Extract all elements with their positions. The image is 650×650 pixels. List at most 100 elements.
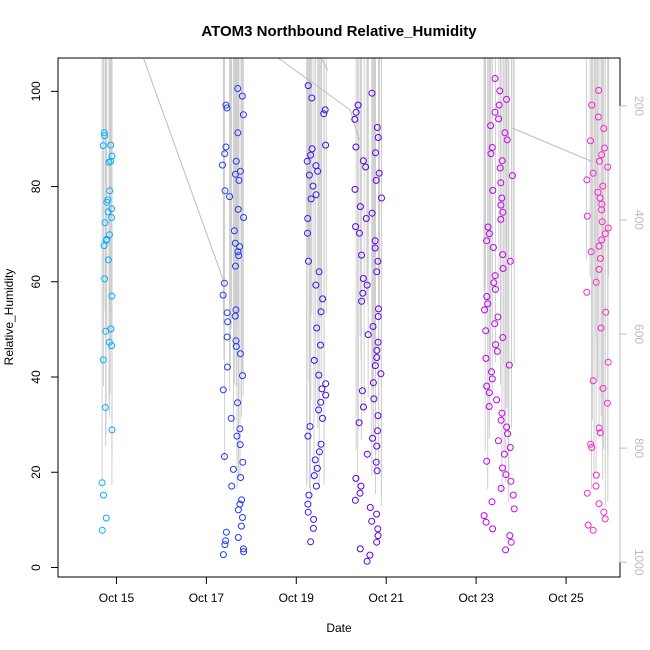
- data-point: [311, 456, 319, 464]
- data-point: [485, 389, 493, 397]
- data-point: [310, 515, 318, 523]
- data-point: [234, 129, 242, 137]
- data-point: [370, 395, 378, 403]
- data-point: [487, 122, 495, 130]
- data-point: [495, 115, 503, 123]
- data-point: [373, 268, 381, 276]
- data-point: [493, 396, 501, 404]
- data-point: [499, 251, 507, 259]
- data-point: [314, 167, 322, 175]
- data-point: [507, 538, 515, 546]
- data-point: [221, 541, 229, 549]
- data-point: [313, 464, 321, 472]
- data-point: [237, 474, 245, 481]
- data-point: [312, 281, 320, 289]
- trace-line: [511, 127, 594, 163]
- data-point: [235, 176, 243, 184]
- data-point: [322, 141, 330, 149]
- data-point: [497, 215, 505, 223]
- data-point: [231, 312, 239, 320]
- data-point: [239, 372, 246, 380]
- y-axis: 0 20 40 60 80 100: [29, 81, 59, 571]
- data-point: [373, 467, 381, 475]
- data-point: [604, 224, 612, 232]
- data-point: [494, 437, 502, 445]
- data-point: [374, 427, 381, 435]
- data-point: [102, 327, 110, 335]
- data-point: [510, 505, 518, 513]
- data-point: [358, 297, 366, 305]
- data-point: [236, 350, 244, 358]
- data-point: [490, 279, 498, 287]
- data-point: [583, 212, 591, 220]
- y-tick-label: 0: [29, 564, 43, 571]
- data-point: [364, 331, 372, 339]
- data-point: [304, 432, 312, 440]
- data-point: [489, 244, 497, 251]
- data-point: [506, 444, 514, 451]
- data-point: [595, 157, 603, 165]
- data-point: [310, 472, 318, 480]
- data-point: [487, 150, 495, 158]
- data-point: [309, 182, 317, 190]
- data-point: [318, 385, 326, 393]
- x-tick-label: Oct 19: [279, 591, 315, 605]
- trace-line: [142, 57, 225, 284]
- data-point: [100, 242, 108, 250]
- data-point: [362, 163, 370, 171]
- data-point: [592, 482, 600, 490]
- data-point: [374, 412, 382, 420]
- data-point: [601, 230, 609, 238]
- data-point: [503, 423, 511, 431]
- data-point: [589, 526, 597, 534]
- data-point: [355, 419, 363, 427]
- data-point: [108, 152, 116, 160]
- data-point: [604, 163, 612, 171]
- data-point: [497, 416, 505, 424]
- x-tick-label: Oct 25: [548, 591, 584, 605]
- data-point: [499, 265, 507, 272]
- pressure-trace-lines: [101, 57, 610, 507]
- data-point: [308, 94, 316, 102]
- data-point: [500, 450, 508, 458]
- data-point: [108, 214, 115, 221]
- data-point: [363, 450, 371, 458]
- data-point: [482, 327, 490, 335]
- data-point: [313, 324, 321, 332]
- data-point: [488, 498, 496, 506]
- data-point: [587, 248, 595, 256]
- data-point: [374, 525, 382, 533]
- data-point: [356, 489, 364, 497]
- data-point: [360, 403, 367, 411]
- data-point: [315, 406, 323, 414]
- data-point: [483, 293, 491, 300]
- data-point: [374, 338, 382, 346]
- data-point: [595, 500, 603, 508]
- data-point: [319, 295, 327, 303]
- data-point: [226, 193, 234, 201]
- data-point: [354, 101, 362, 109]
- data-point: [98, 526, 106, 534]
- data-point: [105, 158, 113, 166]
- data-point: [224, 363, 231, 371]
- data-point: [222, 528, 230, 536]
- data-point: [239, 111, 247, 119]
- data-point: [356, 545, 364, 553]
- data-point: [366, 504, 374, 511]
- data-point: [378, 194, 385, 202]
- data-point: [371, 362, 379, 370]
- data-point: [101, 275, 109, 283]
- data-point: [98, 479, 106, 487]
- data-point: [489, 525, 497, 533]
- y-tick-label: 20: [29, 465, 43, 479]
- data-point: [482, 354, 490, 362]
- data-point: [310, 356, 318, 364]
- y2-tick-label: 200: [632, 96, 646, 116]
- data-point: [588, 101, 596, 109]
- data-point: [369, 323, 377, 330]
- data-point: [100, 129, 108, 137]
- data-point: [235, 252, 243, 260]
- data-point: [483, 457, 491, 465]
- data-point: [502, 471, 510, 479]
- data-point: [503, 95, 510, 103]
